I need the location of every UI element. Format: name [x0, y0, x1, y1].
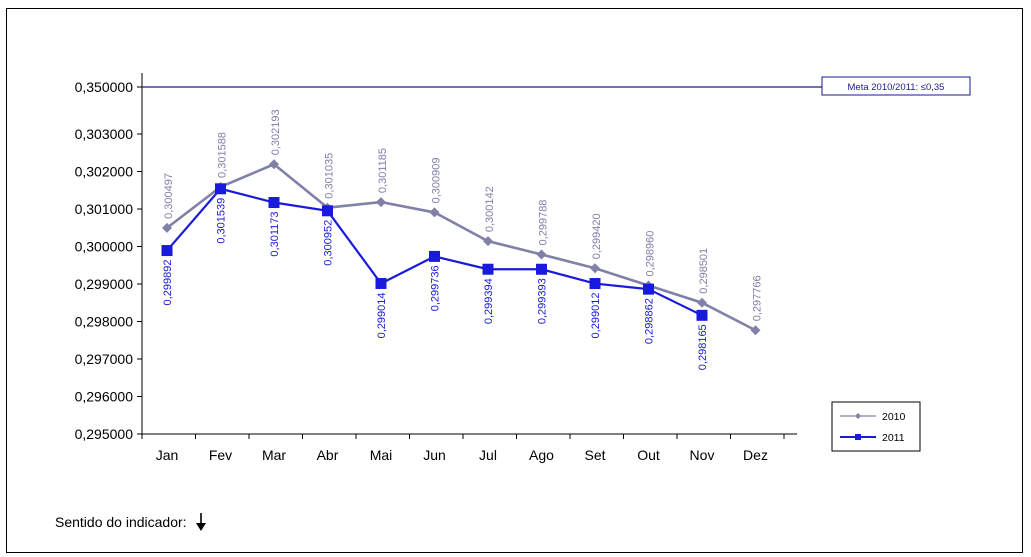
- data-point-2010: [590, 263, 600, 274]
- data-label-2011: 0,299014: [376, 292, 388, 338]
- x-tick-label: Fev: [209, 447, 232, 463]
- y-tick-label: 0,301000: [75, 201, 134, 217]
- y-tick-label: 0,303000: [75, 126, 134, 142]
- data-label-2010: 0,300142: [484, 186, 496, 232]
- data-label-2010: 0,301588: [217, 132, 229, 178]
- down-arrow-icon: [195, 513, 206, 531]
- y-tick-label: 0,300000: [75, 239, 134, 255]
- data-point-2011: [215, 183, 226, 195]
- x-tick-label: Mar: [262, 447, 286, 463]
- legend-label-2011: 2011: [882, 432, 905, 444]
- data-point-2011: [429, 250, 440, 262]
- x-tick-label: Nov: [690, 447, 715, 463]
- data-label-2011: 0,299393: [537, 278, 549, 324]
- data-point-2010: [483, 236, 493, 247]
- data-label-2011: 0,298165: [697, 324, 709, 370]
- data-point-2011: [322, 205, 333, 217]
- data-label-2011: 0,299394: [483, 278, 495, 324]
- y-tick-label: 0,302000: [75, 164, 134, 180]
- indicator-direction-label: Sentido do indicador:: [55, 514, 187, 530]
- data-point-2011: [696, 309, 708, 321]
- x-tick-label: Dez: [743, 447, 768, 463]
- series-line-2010: [166, 162, 757, 332]
- data-point-2011: [161, 245, 173, 257]
- y-tick-label: 0,299000: [75, 276, 134, 292]
- data-point-2010: [536, 249, 547, 260]
- y-tick-label: 0,350000: [75, 79, 134, 95]
- x-tick-label: Mai: [370, 447, 393, 463]
- legend-marker-2011: [855, 434, 861, 440]
- data-label-2010: 0,297766: [752, 275, 764, 321]
- data-label-2011: 0,301173: [269, 212, 281, 257]
- y-tick-label: 0,297000: [75, 351, 134, 367]
- data-label-2011: 0,299892: [162, 260, 174, 306]
- x-tick-label: Out: [637, 447, 660, 463]
- indicator-direction: Sentido do indicador:: [55, 512, 207, 532]
- data-point-2011: [536, 263, 547, 275]
- data-label-2010: 0,300909: [431, 158, 443, 204]
- legend-marker-2010: [855, 413, 861, 419]
- data-point-2011: [589, 278, 601, 290]
- data-label-2011: 0,299736: [430, 265, 442, 311]
- data-label-2010: 0,301035: [324, 153, 336, 199]
- data-point-2011: [268, 197, 280, 209]
- data-point-2011: [643, 283, 654, 295]
- data-label-2010: 0,302193: [270, 109, 282, 155]
- data-point-2010: [376, 197, 386, 208]
- data-label-2010: 0,299420: [591, 213, 603, 259]
- data-point-2010: [162, 222, 172, 233]
- data-label-2011: 0,301539: [216, 198, 228, 244]
- y-tick-label: 0,298000: [75, 314, 134, 330]
- x-tick-label: Set: [584, 447, 605, 463]
- data-label-2011: 0,298862: [644, 298, 656, 344]
- line-chart: 0,295000 0,296000 0,297000 0,298000 0,299000…: [75, 73, 971, 463]
- data-point-2010: [429, 207, 440, 218]
- data-point-2010: [750, 325, 761, 336]
- legend-box: [831, 401, 921, 452]
- data-label-2010: 0,298501: [698, 248, 710, 294]
- x-tick-label: Jul: [479, 447, 497, 463]
- data-label-2011: 0,300952: [323, 220, 335, 266]
- x-tick-label: Ago: [529, 447, 554, 463]
- data-point-2011: [375, 277, 387, 289]
- data-point-2010: [697, 297, 707, 308]
- data-label-2010: 0,301185: [377, 148, 389, 193]
- data-label-2010: 0,298960: [645, 231, 657, 277]
- x-tick-label: Jun: [423, 447, 446, 463]
- target-label-box: [821, 76, 971, 96]
- data-point-2011: [482, 263, 494, 275]
- data-label-2010: 0,299788: [538, 200, 550, 246]
- chart-frame: 0,295000 0,296000 0,297000 0,298000 0,299000…: [6, 8, 1023, 553]
- y-tick-label: 0,296000: [75, 389, 134, 405]
- y-tick-label: 0,295000: [75, 426, 134, 442]
- data-label-2011: 0,299012: [590, 293, 602, 339]
- data-label-2010: 0,300497: [163, 173, 175, 219]
- target-label: Meta 2010/2011: ≤0,35: [848, 82, 945, 93]
- x-tick-label: Jan: [156, 447, 179, 463]
- legend-label-2010: 2010: [882, 411, 906, 423]
- x-tick-label: Abr: [317, 447, 339, 463]
- data-point-2010: [269, 159, 279, 170]
